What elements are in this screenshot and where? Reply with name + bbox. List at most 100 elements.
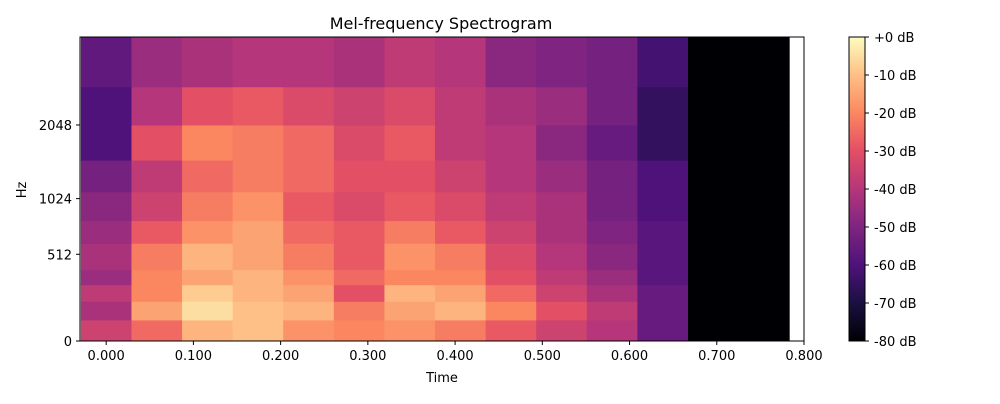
heatmap-cell	[435, 220, 487, 244]
heatmap-cell	[485, 243, 537, 271]
heatmap-cell	[182, 220, 234, 244]
heatmap-cell	[131, 243, 183, 271]
heatmap-cell	[586, 220, 638, 244]
heatmap-cell	[333, 37, 385, 88]
heatmap-cell	[586, 160, 638, 193]
colorbar-ticks: +0 dB -10 dB -20 dB -30 dB -40 dB -50 dB -60 d…	[865, 31, 917, 350]
heatmap-cell	[738, 220, 790, 244]
heatmap-cell	[586, 191, 638, 222]
heatmap-cell	[283, 124, 335, 161]
heatmap-cell	[536, 191, 588, 222]
heatmap-cell	[687, 86, 740, 126]
heatmap-cell	[738, 191, 790, 222]
heatmap-cell	[586, 37, 638, 88]
heatmap-cell	[687, 319, 740, 342]
heatmap-cell	[80, 160, 132, 193]
heatmap-cell	[333, 160, 385, 193]
heatmap-cell	[536, 37, 588, 88]
heatmap-cell	[637, 160, 689, 193]
heatmap-cell	[384, 269, 436, 286]
colorbar-tick-label: -40 dB	[874, 183, 917, 198]
heatmap-cell	[384, 284, 436, 302]
heatmap-cell	[637, 124, 689, 161]
heatmap-cell	[232, 191, 284, 222]
x-tick-label: 0.100	[175, 349, 212, 364]
y-tick-label: 512	[47, 248, 72, 263]
heatmap-cell	[738, 86, 790, 126]
heatmap-cell	[131, 220, 183, 244]
heatmap-cell	[182, 37, 234, 88]
heatmap-cell	[232, 269, 284, 286]
heatmap-cell	[333, 269, 385, 286]
heatmap-cell	[333, 220, 385, 244]
heatmap-cell	[80, 301, 132, 321]
heatmap-cell	[738, 301, 790, 321]
heatmap-cell	[131, 269, 183, 286]
y-tick-label: 2048	[39, 119, 72, 134]
heatmap-cell	[687, 301, 740, 321]
plot-frame	[79, 36, 805, 342]
heatmap-cell	[333, 191, 385, 222]
heatmap-cell	[232, 160, 284, 193]
heatmap-cell	[384, 86, 436, 126]
heatmap-cell	[333, 301, 385, 321]
heatmap-cell	[384, 191, 436, 222]
heatmap-cell	[738, 269, 790, 286]
heatmap-cell	[232, 284, 284, 302]
colorbar-tick-label: -10 dB	[874, 69, 917, 84]
x-tick-label: 0.300	[349, 349, 386, 364]
heatmap-cell	[80, 243, 132, 271]
heatmap-cell	[283, 301, 335, 321]
heatmap-cell	[637, 269, 689, 286]
heatmap-cell	[283, 191, 335, 222]
heatmap-cell	[485, 269, 537, 286]
heatmap-cell	[182, 301, 234, 321]
heatmap-cell	[536, 160, 588, 193]
heatmap-cell	[384, 243, 436, 271]
heatmap-cell	[586, 284, 638, 302]
colorbar-tick-label: -50 dB	[874, 221, 917, 236]
heatmap-cell	[333, 86, 385, 126]
heatmap-cell	[384, 124, 436, 161]
heatmap-cell	[485, 319, 537, 342]
heatmap-cell	[687, 191, 740, 222]
heatmap-cell	[435, 284, 487, 302]
heatmap-cell	[435, 319, 487, 342]
heatmap-cell	[232, 220, 284, 244]
heatmap-cell	[182, 284, 234, 302]
heatmap-cell	[435, 37, 487, 88]
heatmap-cell	[485, 284, 537, 302]
chart-title: Mel-frequency Spectrogram	[330, 14, 553, 33]
heatmap-cell	[80, 124, 132, 161]
heatmap-cell	[536, 284, 588, 302]
heatmap-cell	[131, 160, 183, 193]
heatmap-cell	[80, 191, 132, 222]
heatmap-cell	[333, 319, 385, 342]
heatmap-cell	[182, 319, 234, 342]
heatmap-cell	[485, 220, 537, 244]
heatmap-cell	[283, 220, 335, 244]
colorbar-tick-label: +0 dB	[874, 31, 914, 46]
heatmap-cell	[738, 243, 790, 271]
heatmap-cell	[283, 243, 335, 271]
heatmap-cell	[536, 86, 588, 126]
heatmap-cell	[687, 124, 740, 161]
colorbar-tick-label: -60 dB	[874, 259, 917, 274]
heatmap-cell	[586, 301, 638, 321]
heatmap-cell	[687, 269, 740, 286]
heatmap-cell	[536, 319, 588, 342]
x-tick-label: 0.500	[524, 349, 561, 364]
heatmap-cell	[435, 160, 487, 193]
heatmap-cell	[637, 37, 689, 88]
heatmap-cell	[283, 269, 335, 286]
x-tick-label: 0.000	[88, 349, 125, 364]
heatmap-cell	[485, 124, 537, 161]
heatmap-cell	[80, 37, 132, 88]
heatmap-cell	[485, 160, 537, 193]
x-tick-label: 0.200	[262, 349, 299, 364]
x-tick-label: 0.800	[785, 349, 822, 364]
heatmap-cell	[687, 220, 740, 244]
heatmap-cell	[283, 284, 335, 302]
heatmap-cell	[738, 284, 790, 302]
heatmap-cell	[131, 319, 183, 342]
